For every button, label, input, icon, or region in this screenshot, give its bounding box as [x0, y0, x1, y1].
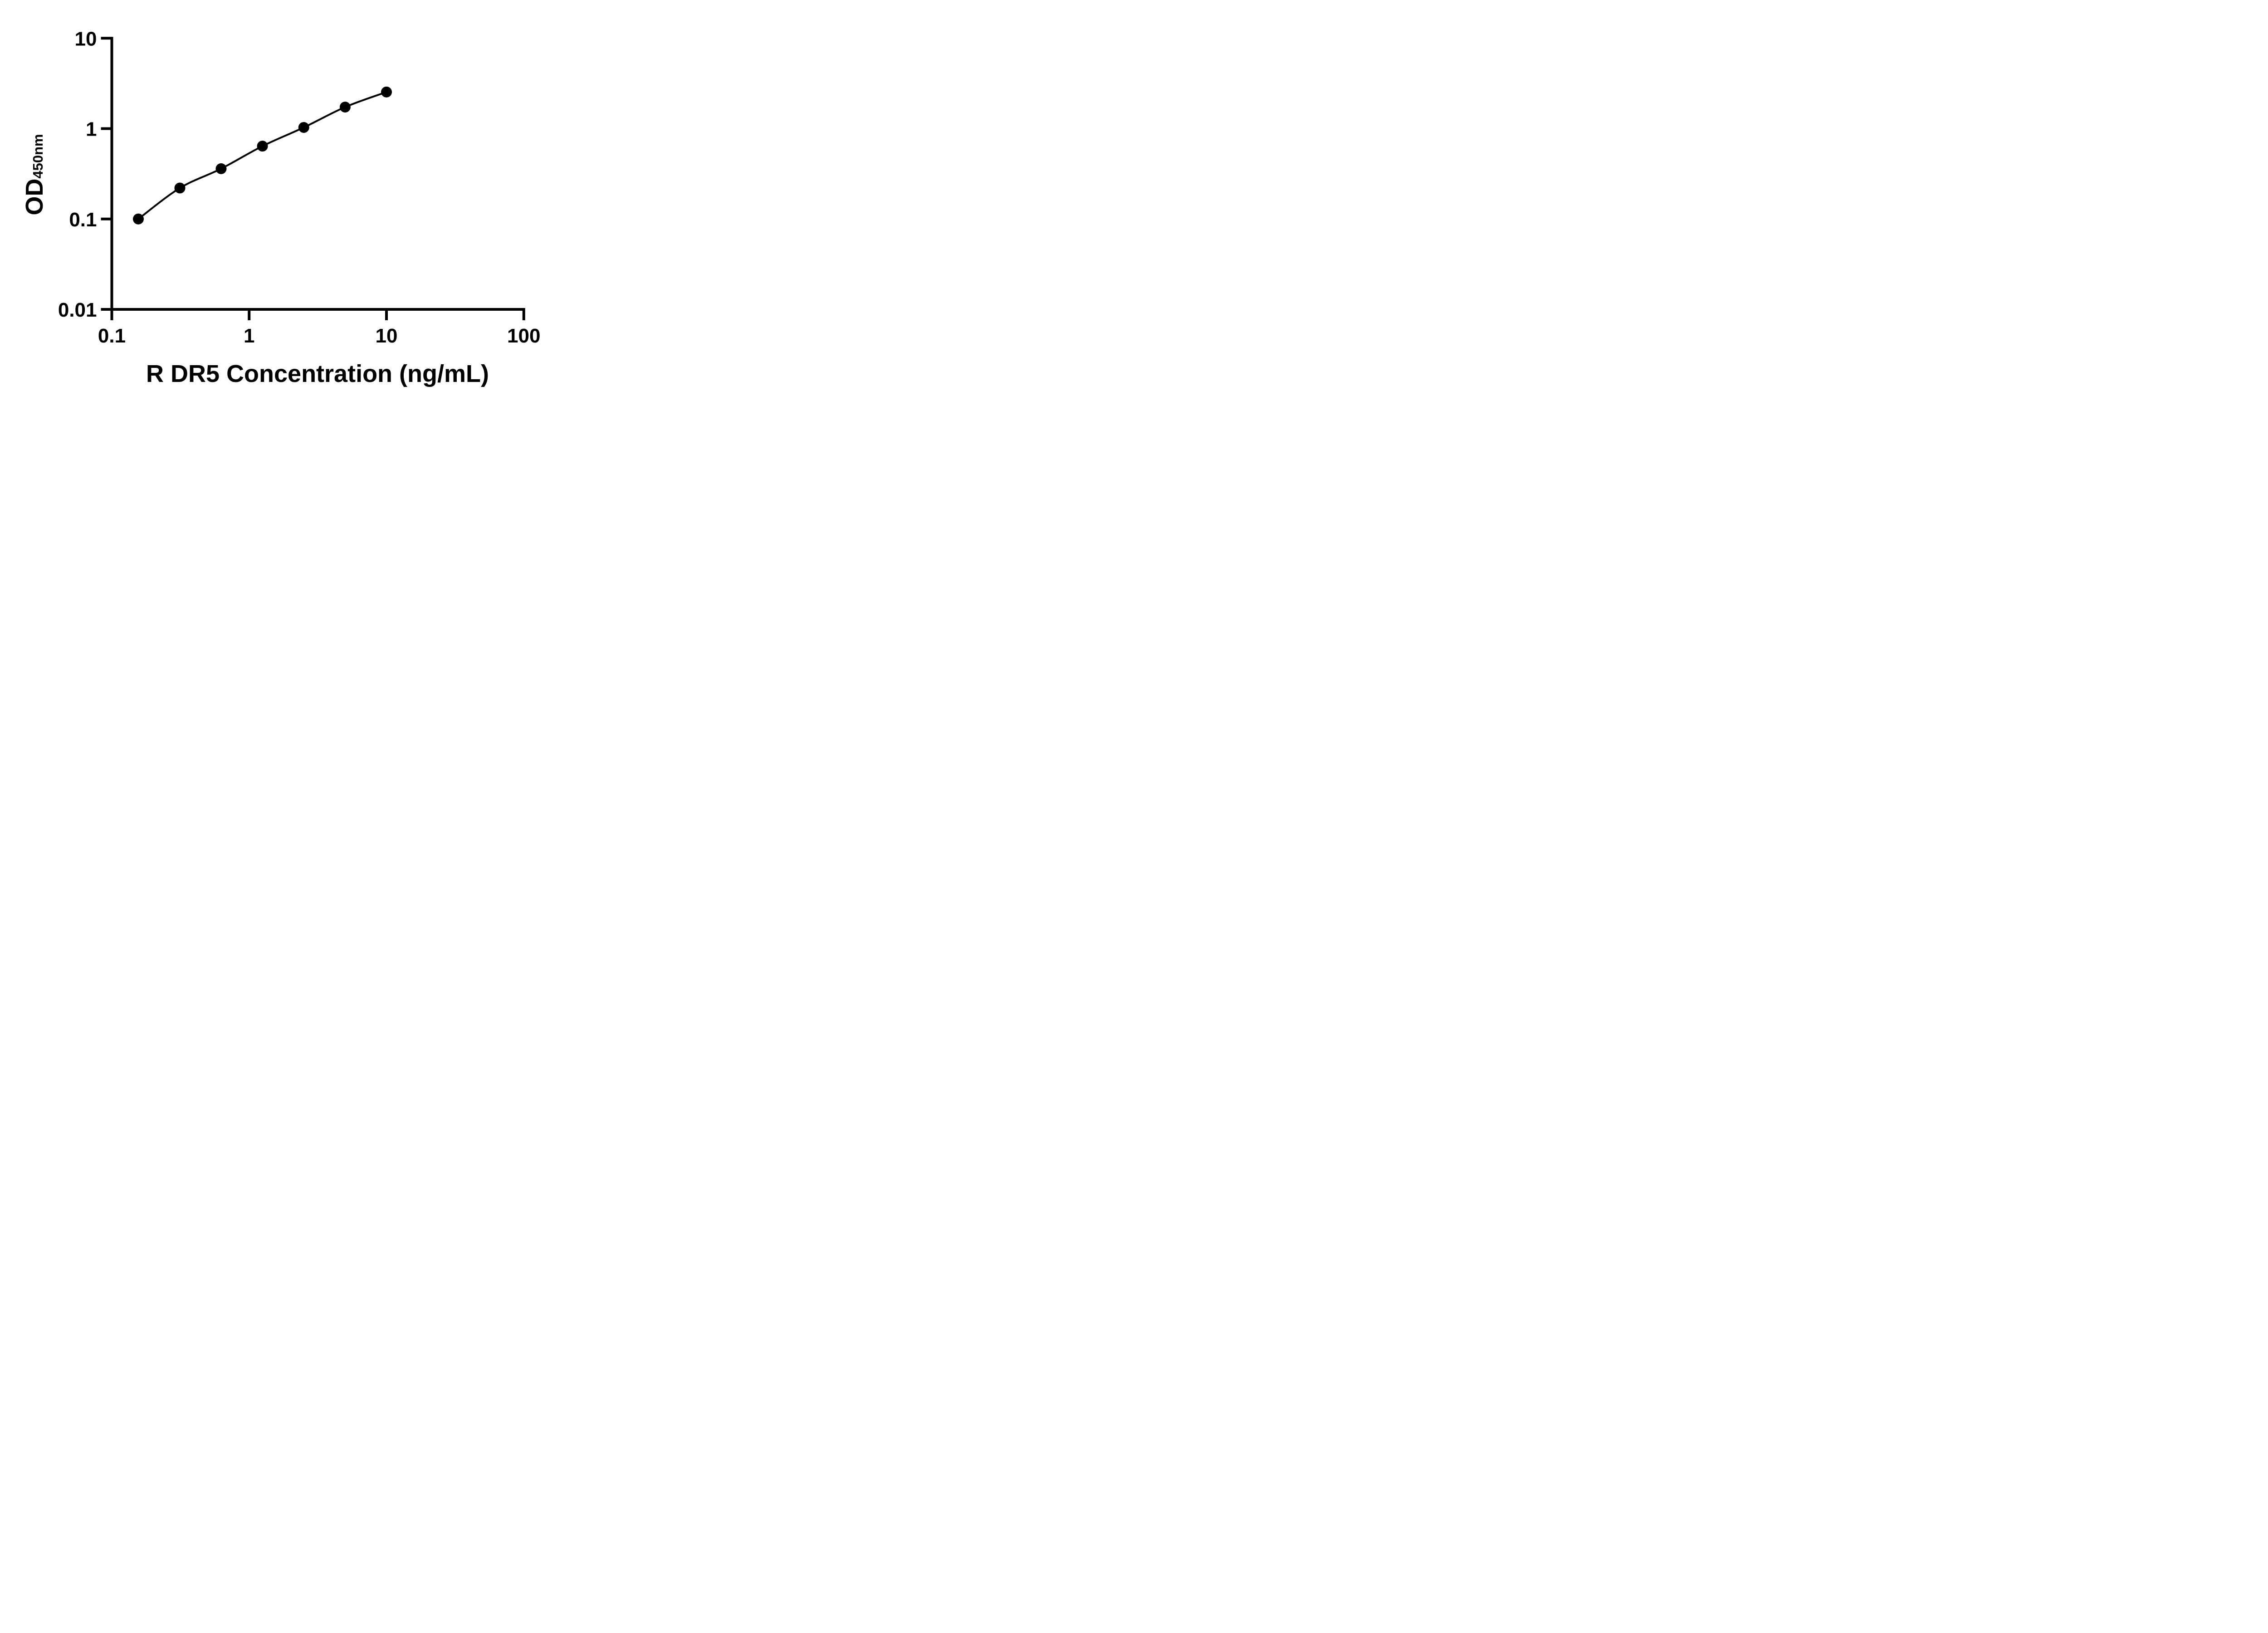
x-axis-title: R DR5 Concentration (ng/mL) — [146, 360, 489, 387]
data-point — [298, 122, 309, 133]
data-point — [215, 163, 227, 174]
data-point — [257, 141, 268, 152]
elisa-standard-curve-figure: 0.01 0.1 1 10 0.1 1 10 100 R DR5 Concentration … — [0, 0, 583, 408]
standard-curve-line — [137, 91, 387, 220]
y-tick-label: 10 — [75, 28, 97, 50]
x-tick-label: 1 — [244, 325, 254, 347]
y-tick-label: 0.1 — [69, 209, 97, 231]
x-tick-label: 10 — [376, 325, 398, 347]
y-tick-label: 0.01 — [58, 299, 97, 321]
data-point — [132, 213, 144, 225]
data-point — [174, 182, 186, 194]
y-tick-label: 1 — [86, 118, 97, 141]
data-point — [381, 86, 392, 98]
data-point — [339, 102, 351, 113]
y-axis-title-main: OD — [21, 178, 48, 215]
x-tick-label: 100 — [507, 325, 540, 347]
x-tick-label: 0.1 — [98, 325, 126, 347]
y-axis-title: OD450nm — [21, 134, 48, 215]
y-axis-title-subscript: 450nm — [30, 134, 46, 179]
